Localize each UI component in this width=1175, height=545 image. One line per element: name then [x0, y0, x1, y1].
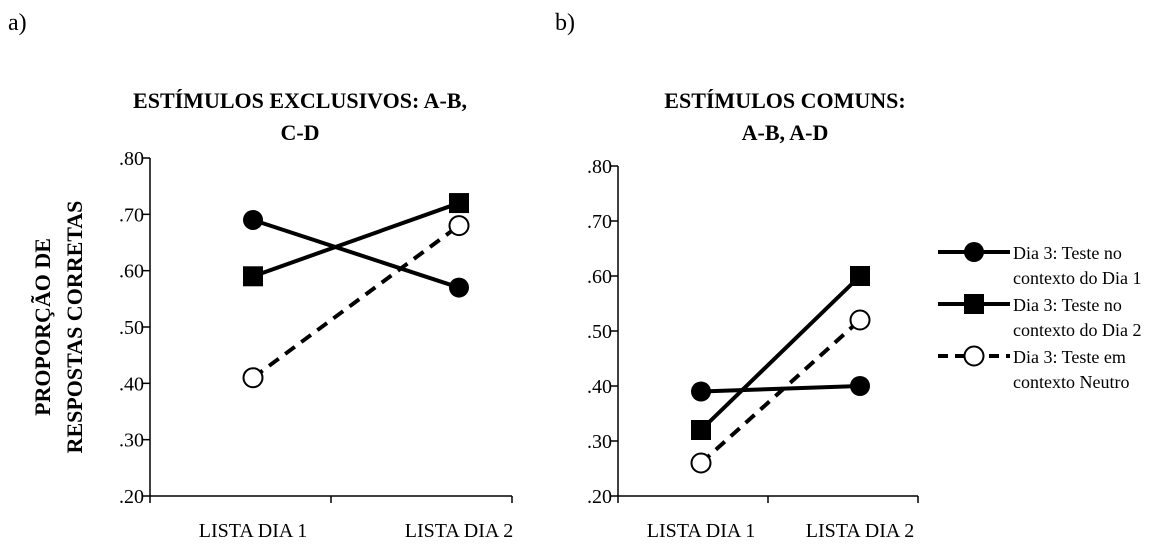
y-tick-label: .40	[119, 373, 144, 395]
x-tick-label: LISTA DIA 1	[647, 520, 755, 542]
data-point	[850, 266, 870, 286]
y-tick-label: .20	[119, 486, 144, 508]
y-tick-label: .80	[119, 148, 144, 170]
data-point	[243, 209, 263, 230]
data-point	[849, 309, 871, 331]
y-tick-label: .60	[587, 266, 612, 288]
data-point	[448, 215, 470, 237]
y-tick-label: .50	[119, 317, 144, 339]
legend-label: Dia 3: Teste em	[1013, 347, 1126, 367]
series-line	[699, 318, 862, 465]
y-axis-label-line: RESPOSTAS CORRETAS	[62, 201, 87, 454]
chart-title-line: ESTÍMULOS COMUNS:	[664, 88, 905, 113]
chart-title-line: ESTÍMULOS EXCLUSIVOS: A-B,	[133, 88, 467, 113]
series-line	[252, 201, 460, 279]
data-point	[850, 376, 870, 396]
data-point	[449, 277, 469, 298]
legend-marker	[963, 345, 985, 367]
y-tick-label: .70	[587, 211, 612, 233]
series-line	[251, 223, 461, 380]
y-tick-label: .70	[119, 204, 144, 226]
x-tick-label: LISTA DIA 2	[405, 520, 513, 542]
chart-title-line: A-B, A-D	[742, 120, 829, 145]
panel-label: b)	[555, 10, 575, 36]
y-tick-label: .50	[587, 321, 612, 343]
data-point	[243, 266, 263, 287]
series-line	[699, 274, 862, 432]
legend-label: Dia 3: Teste no	[1013, 243, 1122, 263]
data-point	[691, 420, 711, 440]
x-tick-label: LISTA DIA 2	[806, 520, 914, 542]
legend-label: Dia 3: Teste no	[1013, 295, 1122, 315]
y-tick-label: .30	[587, 431, 612, 453]
series-line	[252, 218, 460, 290]
y-tick-label: .20	[587, 486, 612, 508]
legend-label: contexto do Dia 2	[1013, 320, 1141, 340]
legend-marker	[964, 242, 984, 262]
y-tick-label: .40	[587, 376, 612, 398]
y-tick-label: .60	[119, 261, 144, 283]
x-tick-label: LISTA DIA 1	[199, 520, 307, 542]
y-axis-label-line: PROPORÇÃO DE	[30, 238, 55, 416]
panel-label: a)	[8, 10, 27, 36]
series-line	[700, 384, 861, 394]
data-point	[242, 367, 264, 389]
legend-marker	[964, 294, 984, 314]
data-point	[449, 193, 469, 214]
data-point	[691, 381, 711, 402]
chart-title-line: C-D	[280, 120, 319, 145]
legend-label: contexto Neutro	[1013, 372, 1129, 392]
y-tick-label: .30	[119, 430, 144, 452]
legend-label: contexto do Dia 1	[1013, 268, 1141, 288]
y-tick-label: .80	[587, 156, 612, 178]
data-point	[690, 452, 712, 474]
